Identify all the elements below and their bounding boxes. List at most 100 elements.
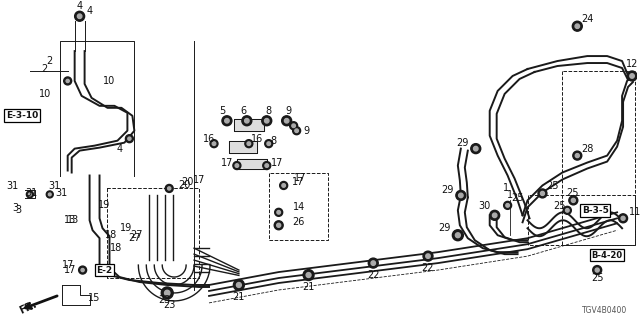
- Circle shape: [619, 214, 628, 223]
- Circle shape: [242, 116, 252, 126]
- Text: 17: 17: [271, 157, 283, 168]
- Circle shape: [371, 261, 376, 265]
- Circle shape: [64, 77, 72, 85]
- Circle shape: [452, 230, 463, 241]
- Circle shape: [165, 184, 173, 192]
- Text: B-4-20: B-4-20: [591, 251, 623, 260]
- Text: 31: 31: [6, 181, 18, 191]
- Text: 13: 13: [63, 215, 76, 225]
- Circle shape: [161, 287, 173, 299]
- Text: 17: 17: [63, 265, 76, 275]
- Text: 29: 29: [439, 223, 451, 233]
- Text: 17: 17: [193, 175, 205, 186]
- Circle shape: [573, 151, 582, 160]
- Text: 31: 31: [49, 181, 61, 191]
- Text: 14: 14: [292, 202, 305, 212]
- Text: 3: 3: [12, 203, 18, 213]
- Circle shape: [26, 191, 33, 198]
- Text: 10: 10: [104, 76, 116, 86]
- Text: 16: 16: [203, 134, 215, 144]
- Circle shape: [212, 142, 216, 146]
- Text: 30: 30: [479, 201, 491, 212]
- Text: 3: 3: [15, 205, 21, 215]
- Circle shape: [627, 71, 637, 81]
- Circle shape: [168, 187, 171, 190]
- Text: 28: 28: [581, 144, 593, 154]
- Circle shape: [222, 116, 232, 126]
- Text: 15: 15: [88, 293, 100, 303]
- Text: 22: 22: [367, 270, 380, 280]
- Text: 31: 31: [26, 188, 38, 198]
- Circle shape: [247, 142, 251, 146]
- Circle shape: [456, 233, 460, 238]
- Circle shape: [236, 283, 241, 287]
- Text: 9: 9: [303, 126, 310, 136]
- Text: 18: 18: [106, 230, 118, 240]
- Text: 25: 25: [566, 188, 579, 198]
- Text: 20: 20: [181, 178, 193, 188]
- Circle shape: [276, 223, 281, 227]
- Circle shape: [290, 122, 298, 130]
- Text: 23: 23: [163, 300, 175, 310]
- Circle shape: [245, 140, 253, 148]
- Text: 24: 24: [581, 14, 593, 24]
- Circle shape: [225, 118, 229, 123]
- Circle shape: [244, 118, 249, 123]
- Text: 23: 23: [158, 295, 170, 305]
- Circle shape: [280, 181, 287, 189]
- Text: 18: 18: [110, 243, 123, 253]
- Circle shape: [474, 146, 478, 151]
- Text: 17: 17: [294, 173, 307, 183]
- Circle shape: [125, 135, 133, 143]
- Text: 17: 17: [292, 178, 305, 188]
- Circle shape: [128, 137, 131, 140]
- Polygon shape: [234, 119, 264, 131]
- Text: 4: 4: [86, 6, 93, 16]
- Text: 26: 26: [292, 217, 305, 227]
- Circle shape: [49, 193, 51, 196]
- Circle shape: [492, 213, 497, 218]
- Text: 1: 1: [502, 183, 509, 194]
- Text: FR.: FR.: [17, 300, 38, 316]
- Text: 11: 11: [629, 207, 640, 217]
- Circle shape: [164, 290, 170, 296]
- Text: 8: 8: [271, 136, 276, 146]
- Text: 10: 10: [38, 89, 51, 99]
- Circle shape: [368, 258, 378, 268]
- Polygon shape: [229, 141, 257, 153]
- Text: 21: 21: [302, 282, 315, 292]
- Circle shape: [66, 79, 69, 83]
- Circle shape: [540, 191, 545, 196]
- Circle shape: [295, 129, 298, 132]
- Circle shape: [593, 266, 602, 275]
- Circle shape: [234, 279, 244, 291]
- Circle shape: [277, 211, 280, 214]
- Text: 21: 21: [233, 292, 245, 302]
- Text: TGV4B0400: TGV4B0400: [582, 306, 627, 315]
- Circle shape: [262, 116, 272, 126]
- Text: 27: 27: [128, 233, 141, 243]
- Text: 25: 25: [546, 181, 559, 191]
- Text: 12: 12: [626, 59, 638, 69]
- Text: 25: 25: [591, 273, 604, 283]
- Circle shape: [210, 140, 218, 148]
- Circle shape: [75, 11, 84, 21]
- Text: 19: 19: [99, 200, 111, 210]
- Text: 29: 29: [457, 138, 469, 148]
- Text: 13: 13: [67, 215, 79, 225]
- Circle shape: [265, 164, 269, 167]
- Text: 8: 8: [266, 106, 272, 116]
- Circle shape: [306, 273, 311, 277]
- Circle shape: [575, 154, 579, 158]
- Circle shape: [267, 142, 271, 146]
- Text: 6: 6: [241, 106, 247, 116]
- Circle shape: [77, 14, 82, 19]
- Text: 2: 2: [42, 64, 48, 74]
- Text: 22: 22: [422, 263, 435, 273]
- Circle shape: [81, 268, 84, 272]
- Text: 5: 5: [219, 106, 225, 116]
- Circle shape: [471, 144, 481, 154]
- Text: 19: 19: [120, 223, 132, 233]
- Circle shape: [282, 116, 292, 126]
- Text: 25: 25: [511, 193, 524, 204]
